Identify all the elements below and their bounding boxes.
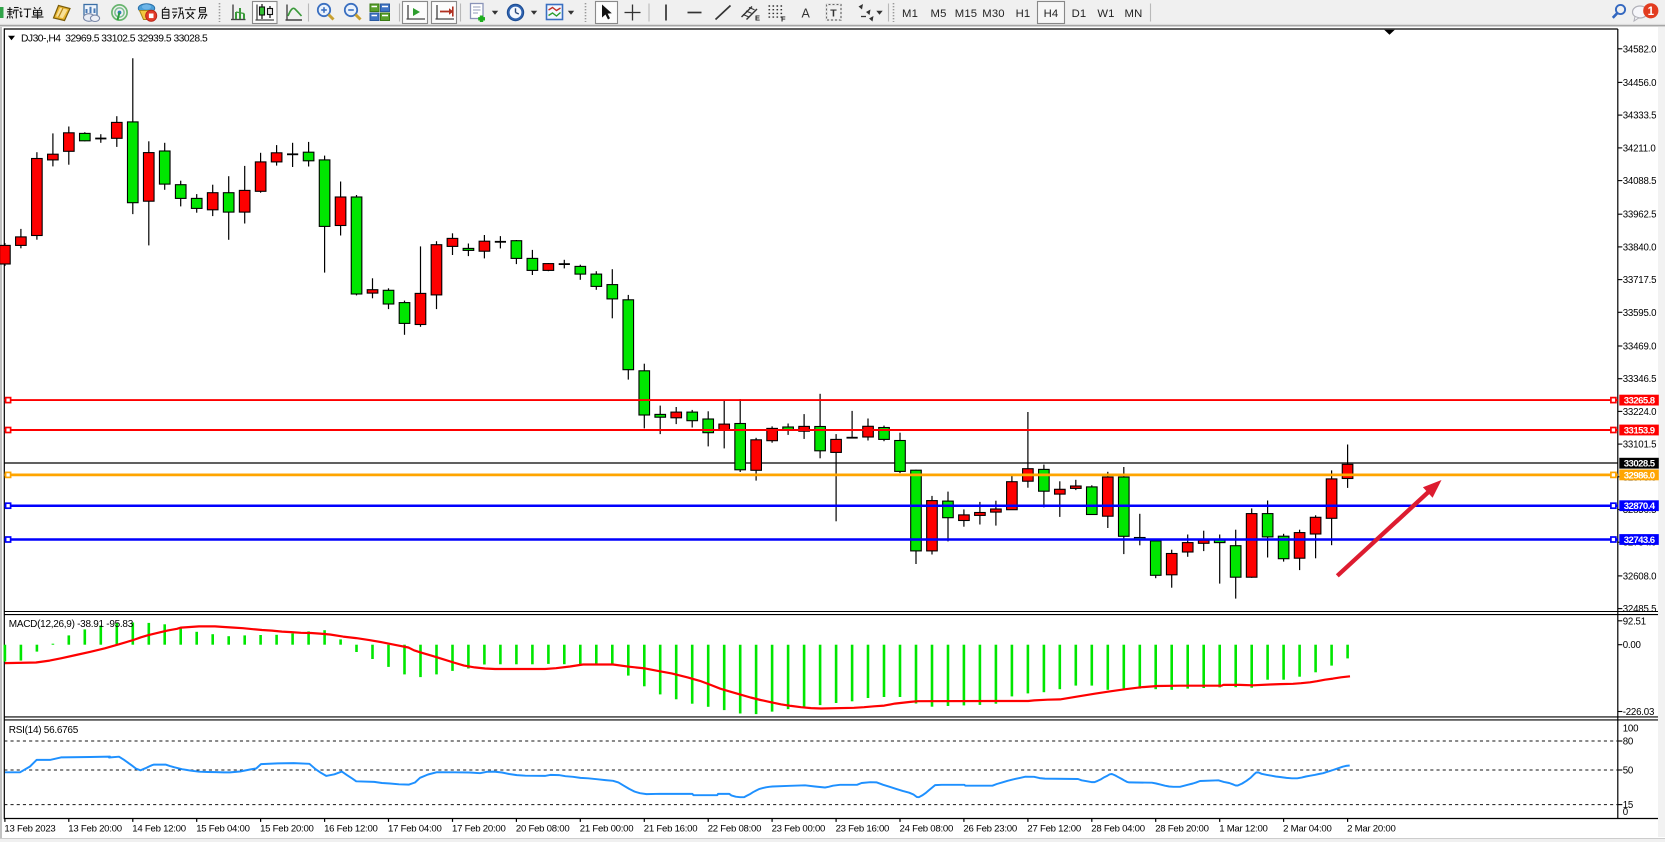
svg-text:28 Feb 20:00: 28 Feb 20:00 [1155, 824, 1209, 835]
svg-text:21 Feb 00:00: 21 Feb 00:00 [580, 824, 634, 835]
svg-text:23 Feb 00:00: 23 Feb 00:00 [772, 824, 826, 835]
svg-text:A: A [802, 7, 811, 21]
svg-text:32986.0: 32986.0 [1624, 470, 1655, 481]
svg-text:13 Feb 2023: 13 Feb 2023 [4, 824, 55, 835]
svg-text:15 Feb 20:00: 15 Feb 20:00 [260, 824, 314, 835]
svg-text:2 Mar 04:00: 2 Mar 04:00 [1283, 824, 1331, 835]
svg-text:-226.03: -226.03 [1623, 707, 1654, 718]
svg-text:MN: MN [1125, 8, 1143, 20]
svg-text:M1: M1 [902, 8, 918, 20]
svg-text:80: 80 [1623, 737, 1634, 748]
svg-text:32485.5: 32485.5 [1623, 604, 1657, 615]
svg-text:32870.4: 32870.4 [1624, 501, 1656, 512]
svg-text:22 Feb 08:00: 22 Feb 08:00 [708, 824, 762, 835]
svg-text:33101.5: 33101.5 [1623, 440, 1657, 451]
svg-text:M15: M15 [955, 8, 978, 20]
svg-text:33717.5: 33717.5 [1623, 275, 1657, 286]
svg-text:26 Feb 23:00: 26 Feb 23:00 [963, 824, 1017, 835]
svg-text:0: 0 [1623, 807, 1629, 818]
svg-text:34456.0: 34456.0 [1623, 78, 1657, 89]
svg-text:33595.0: 33595.0 [1623, 308, 1657, 319]
svg-text:17 Feb 20:00: 17 Feb 20:00 [452, 824, 506, 835]
svg-text:33840.0: 33840.0 [1623, 242, 1657, 253]
svg-text:H1: H1 [1016, 8, 1031, 20]
svg-text:0.00: 0.00 [1623, 640, 1642, 651]
svg-text:2 Mar 20:00: 2 Mar 20:00 [1347, 824, 1395, 835]
svg-text:17 Feb 04:00: 17 Feb 04:00 [388, 824, 442, 835]
svg-text:33028.5: 33028.5 [1624, 459, 1656, 470]
svg-text:34582.0: 34582.0 [1623, 44, 1657, 55]
svg-text:15: 15 [1623, 800, 1633, 811]
svg-text:32743.6: 32743.6 [1624, 535, 1655, 546]
svg-text:M5: M5 [930, 8, 946, 20]
svg-text:F: F [781, 15, 786, 24]
svg-text:33224.0: 33224.0 [1623, 407, 1657, 418]
svg-text:H4: H4 [1044, 8, 1059, 20]
svg-text:34333.5: 34333.5 [1623, 111, 1657, 122]
svg-text:50: 50 [1623, 766, 1634, 777]
svg-text:15 Feb 04:00: 15 Feb 04:00 [196, 824, 250, 835]
svg-text:M30: M30 [982, 8, 1005, 20]
svg-text:24 Feb 08:00: 24 Feb 08:00 [900, 824, 954, 835]
svg-text:MACD(12,26,9) -38.91 -95.83: MACD(12,26,9) -38.91 -95.83 [9, 619, 134, 630]
svg-text:100: 100 [1623, 723, 1639, 734]
svg-text:23 Feb 16:00: 23 Feb 16:00 [836, 824, 890, 835]
svg-text:92.51: 92.51 [1623, 616, 1646, 627]
svg-text:T: T [830, 8, 837, 20]
svg-text:E: E [755, 14, 760, 23]
svg-text:1: 1 [1648, 6, 1655, 18]
svg-text:33153.9: 33153.9 [1624, 426, 1655, 437]
svg-text:33962.5: 33962.5 [1623, 210, 1657, 221]
svg-text:20 Feb 08:00: 20 Feb 08:00 [516, 824, 570, 835]
svg-text:33469.0: 33469.0 [1623, 342, 1657, 353]
svg-text:1 Mar 12:00: 1 Mar 12:00 [1219, 824, 1267, 835]
svg-text:16 Feb 12:00: 16 Feb 12:00 [324, 824, 378, 835]
svg-text:W1: W1 [1097, 8, 1114, 20]
svg-text:14 Feb 12:00: 14 Feb 12:00 [132, 824, 186, 835]
svg-text:DJ30-,H4 32969.5 33102.5 3293: DJ30-,H4 32969.5 33102.5 32939.5 33028.5 [21, 34, 208, 45]
svg-text:33265.8: 33265.8 [1624, 396, 1656, 407]
svg-text:34088.5: 34088.5 [1623, 176, 1657, 187]
svg-text:D1: D1 [1072, 8, 1087, 20]
svg-text:33346.5: 33346.5 [1623, 374, 1657, 385]
svg-text:13 Feb 20:00: 13 Feb 20:00 [68, 824, 122, 835]
svg-text:27 Feb 12:00: 27 Feb 12:00 [1027, 824, 1081, 835]
svg-text:21 Feb 16:00: 21 Feb 16:00 [644, 824, 698, 835]
svg-text:34211.0: 34211.0 [1623, 143, 1657, 154]
svg-text:RSI(14) 56.6765: RSI(14) 56.6765 [9, 725, 79, 736]
svg-text:32608.0: 32608.0 [1623, 571, 1657, 582]
svg-text:28 Feb 04:00: 28 Feb 04:00 [1091, 824, 1145, 835]
